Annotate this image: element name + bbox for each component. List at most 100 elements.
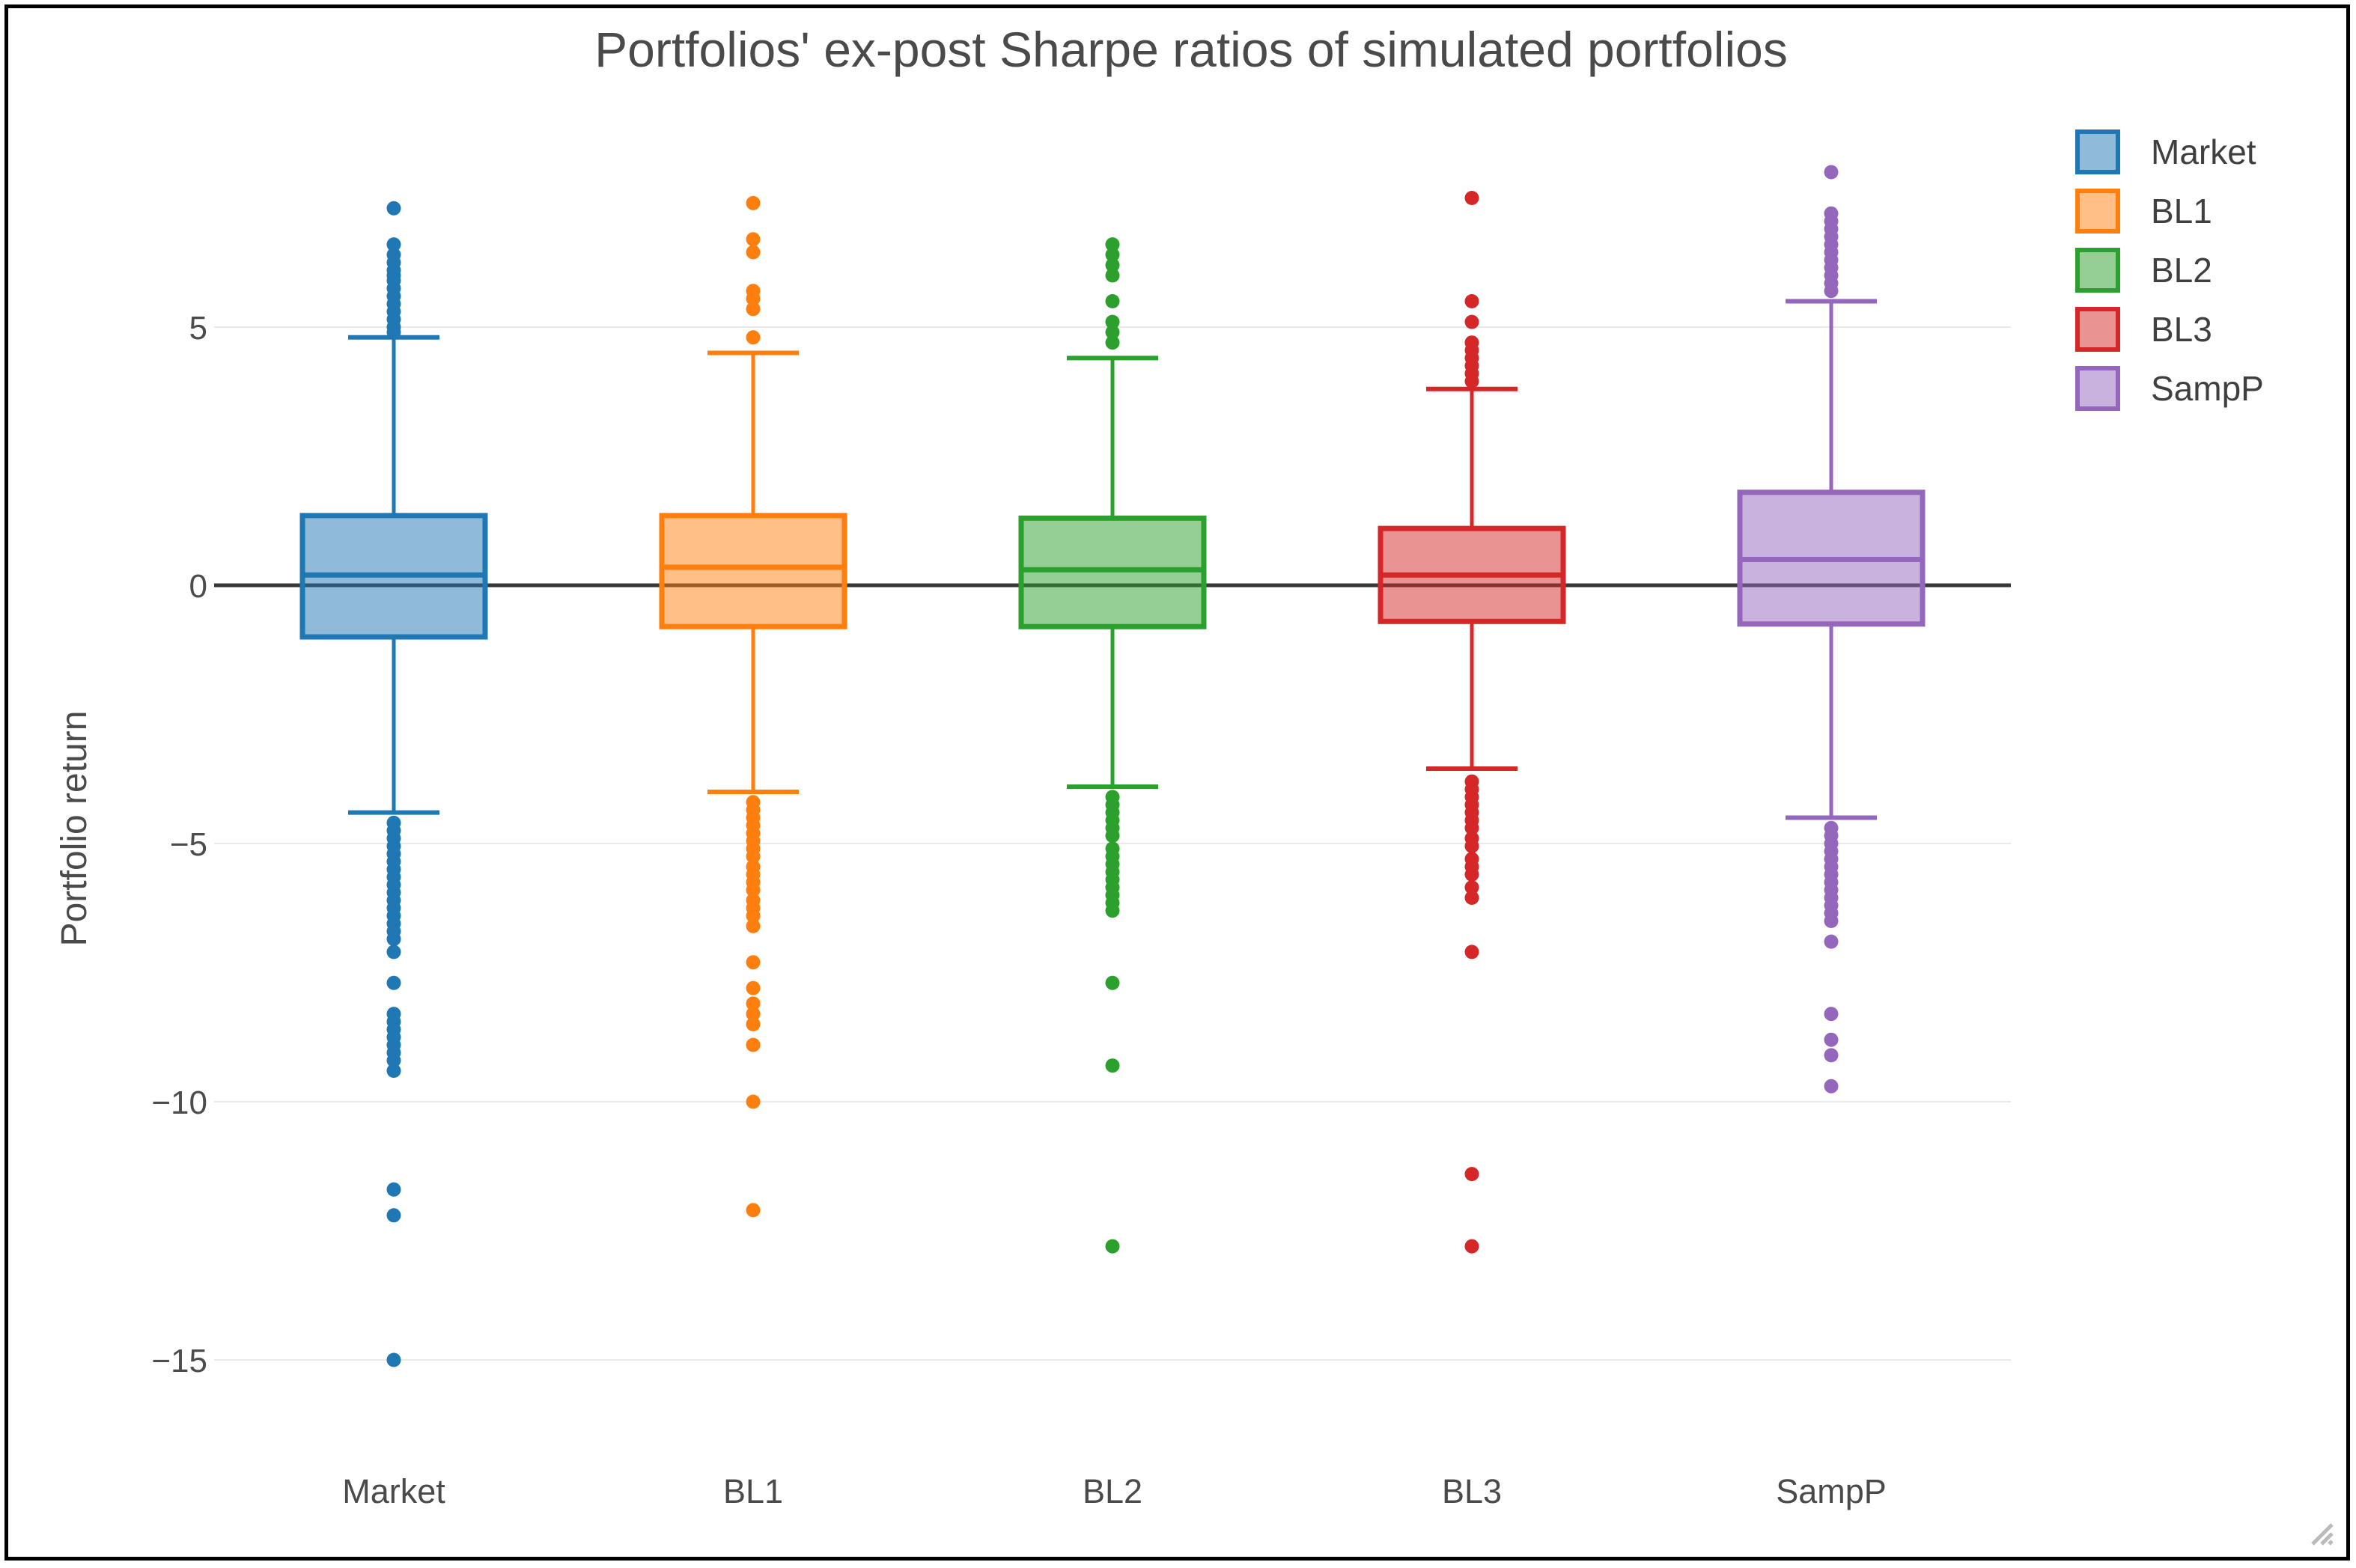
- outlier-point[interactable]: [746, 1037, 761, 1052]
- outlier-point[interactable]: [1105, 1239, 1120, 1254]
- outlier-point[interactable]: [1824, 914, 1839, 928]
- y-tick-label: −5: [170, 826, 207, 863]
- legend-item-sampp[interactable]: SampP: [2075, 366, 2264, 411]
- chart-canvas: Portfolios' ex-post Sharpe ratios of sim…: [4, 4, 2350, 1561]
- box-group-sampp[interactable]: [1737, 165, 1926, 1093]
- legend-item-bl2[interactable]: BL2: [2075, 248, 2212, 293]
- outlier-point[interactable]: [1824, 934, 1839, 949]
- outlier-point[interactable]: [746, 232, 761, 247]
- outlier-point[interactable]: [746, 1094, 761, 1109]
- y-tick-label: −10: [151, 1085, 207, 1121]
- outlier-point[interactable]: [1105, 335, 1120, 350]
- legend-label-sampp: SampP: [2151, 369, 2264, 408]
- outlier-point[interactable]: [746, 302, 761, 317]
- outlier-point[interactable]: [1105, 314, 1120, 329]
- outlier-point[interactable]: [1105, 325, 1120, 340]
- y-tick-label: −15: [151, 1343, 207, 1379]
- resize-handle-icon[interactable]: [2311, 1523, 2334, 1546]
- outlier-point[interactable]: [746, 980, 761, 995]
- outlier-point[interactable]: [746, 909, 761, 924]
- legend-label-market: Market: [2151, 132, 2256, 171]
- x-tick-label-sampp: SampP: [1776, 1472, 1887, 1510]
- outlier-point[interactable]: [1464, 373, 1479, 388]
- x-tick-label-bl3: BL3: [1442, 1472, 1502, 1510]
- outlier-point[interactable]: [1464, 838, 1479, 853]
- legend-item-bl3[interactable]: BL3: [2075, 307, 2212, 352]
- x-tick-label-bl1: BL1: [723, 1472, 783, 1510]
- outlier-point[interactable]: [386, 201, 401, 216]
- legend-swatch-sampp: [2075, 366, 2120, 411]
- outlier-point[interactable]: [1105, 247, 1120, 262]
- outlier-point[interactable]: [1464, 890, 1479, 905]
- legend-item-market[interactable]: Market: [2075, 129, 2256, 174]
- outlier-point[interactable]: [1464, 191, 1479, 205]
- outlier-point[interactable]: [1105, 903, 1120, 918]
- legend: Market BL1 BL2 BL3 SampP: [2075, 129, 2264, 411]
- outlier-point[interactable]: [1464, 945, 1479, 960]
- outlier-point[interactable]: [746, 955, 761, 970]
- outlier-point[interactable]: [746, 1017, 761, 1031]
- legend-swatch-bl1: [2075, 189, 2120, 234]
- outlier-point[interactable]: [746, 1203, 761, 1218]
- outlier-point[interactable]: [1464, 820, 1479, 835]
- box-series: [299, 165, 1926, 1367]
- outlier-point[interactable]: [1464, 294, 1479, 308]
- legend-swatch-bl2: [2075, 248, 2120, 293]
- outlier-point[interactable]: [746, 882, 761, 897]
- outlier-point[interactable]: [386, 1352, 401, 1367]
- outlier-point[interactable]: [1464, 867, 1479, 882]
- outlier-point[interactable]: [1464, 1239, 1479, 1254]
- y-tick-label: 0: [189, 568, 207, 605]
- outlier-point[interactable]: [1105, 975, 1120, 990]
- outlier-point[interactable]: [746, 245, 761, 260]
- outlier-point[interactable]: [1105, 829, 1120, 844]
- outlier-point[interactable]: [746, 918, 761, 933]
- outlier-point[interactable]: [1824, 284, 1839, 299]
- outlier-point[interactable]: [386, 237, 401, 252]
- legend-item-bl1[interactable]: BL1: [2075, 189, 2212, 234]
- legend-label-bl3: BL3: [2151, 310, 2212, 349]
- outlier-point[interactable]: [386, 1053, 401, 1068]
- legend-label-bl1: BL1: [2151, 192, 2212, 231]
- outlier-point[interactable]: [1105, 294, 1120, 308]
- outlier-point[interactable]: [386, 975, 401, 990]
- legend-label-bl2: BL2: [2151, 251, 2212, 290]
- outlier-point[interactable]: [1824, 165, 1839, 180]
- outlier-point[interactable]: [1464, 1167, 1479, 1182]
- outlier-point[interactable]: [1464, 314, 1479, 329]
- outlier-point[interactable]: [386, 932, 401, 947]
- legend-swatch-market: [2075, 129, 2120, 174]
- box-group-market[interactable]: [299, 201, 488, 1367]
- outlier-point[interactable]: [1105, 268, 1120, 283]
- iqr-box[interactable]: [659, 513, 847, 629]
- box-group-bl1[interactable]: [659, 195, 847, 1218]
- legend-swatch-bl3: [2075, 307, 2120, 352]
- outlier-point[interactable]: [386, 1064, 401, 1079]
- outlier-point[interactable]: [746, 1007, 761, 1022]
- chart-title: Portfolios' ex-post Sharpe ratios of sim…: [594, 22, 1788, 77]
- outlier-point[interactable]: [1105, 237, 1120, 252]
- outlier-point[interactable]: [1824, 1048, 1839, 1063]
- outlier-point[interactable]: [746, 849, 761, 864]
- outlier-point[interactable]: [1824, 1079, 1839, 1093]
- plot-background[interactable]: [214, 121, 2015, 1408]
- outlier-point[interactable]: [1464, 880, 1479, 895]
- box-group-bl3[interactable]: [1378, 191, 1566, 1254]
- outlier-point[interactable]: [386, 325, 401, 340]
- outlier-point[interactable]: [746, 195, 761, 210]
- outlier-point[interactable]: [1105, 1058, 1120, 1073]
- outlier-point[interactable]: [1105, 257, 1120, 272]
- x-tick-label-bl2: BL2: [1083, 1472, 1142, 1510]
- outlier-point[interactable]: [1824, 1007, 1839, 1022]
- outlier-point[interactable]: [386, 945, 401, 960]
- outlier-point[interactable]: [746, 291, 761, 306]
- outlier-point[interactable]: [746, 330, 761, 345]
- box-group-bl2[interactable]: [1018, 237, 1207, 1254]
- outlier-point[interactable]: [1824, 1032, 1839, 1047]
- outlier-point[interactable]: [386, 1208, 401, 1223]
- x-tick-label-market: Market: [342, 1472, 445, 1510]
- outlier-point[interactable]: [746, 996, 761, 1011]
- boxplot-svg: Portfolios' ex-post Sharpe ratios of sim…: [55, 22, 2334, 1546]
- outlier-point[interactable]: [386, 1182, 401, 1197]
- y-tick-labels: 5 0 −5 −10 −15: [151, 310, 207, 1379]
